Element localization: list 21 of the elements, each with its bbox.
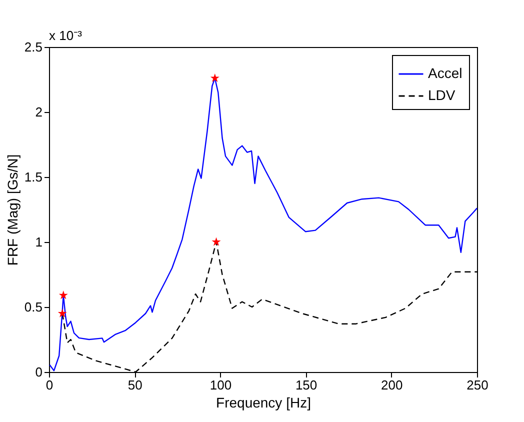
y-tick-label: 1 — [35, 234, 42, 250]
y-tick-label: 1.5 — [24, 170, 42, 184]
x-tick-label: 200 — [381, 378, 403, 392]
y-tick-label: 2 — [35, 104, 42, 120]
x-tick-label: 0 — [46, 378, 54, 392]
x-tick-label: 100 — [210, 378, 232, 392]
y-tick-label: 2.5 — [24, 40, 42, 54]
point — [210, 73, 220, 82]
x-tick-label: 50 — [128, 378, 142, 392]
legend-label: LDV — [428, 87, 456, 103]
y-tick-label: 0 — [35, 364, 42, 380]
legend-label: Accel — [428, 65, 462, 81]
point — [58, 290, 68, 300]
x-axis-title: Frequency [Hz] — [216, 394, 311, 410]
point — [58, 308, 67, 318]
y-tick-label: 0.5 — [24, 300, 42, 314]
point — [212, 237, 221, 246]
y-axis-title: FRF (Mag) [Gs/N] — [4, 154, 20, 266]
text: x 10⁻³ — [49, 28, 83, 43]
x-tick-label: 250 — [466, 378, 488, 392]
x-tick-label: 150 — [295, 378, 318, 392]
